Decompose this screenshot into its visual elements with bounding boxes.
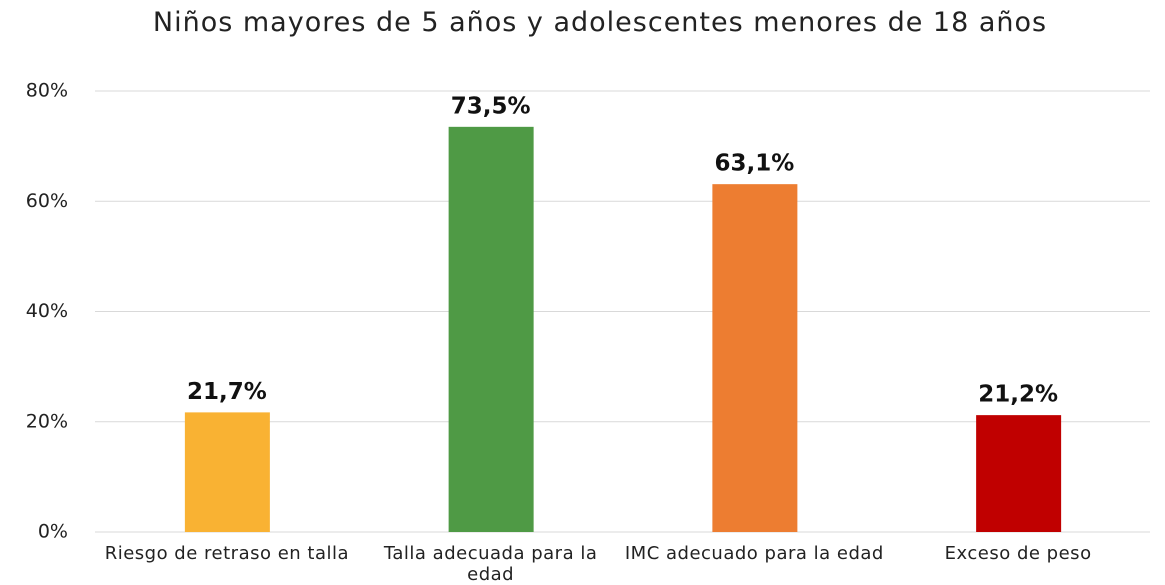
data-label: 21,2%: [978, 382, 1058, 408]
y-tick-label: 40%: [26, 300, 68, 322]
data-label: 73,5%: [451, 93, 531, 119]
data-label: 21,7%: [187, 379, 267, 405]
bar: [448, 126, 534, 533]
bar: [712, 184, 798, 532]
y-tick-label: 60%: [26, 190, 68, 212]
y-tick-label: 0%: [38, 521, 68, 543]
chart-title: Niños mayores de 5 años y adolescentes m…: [152, 7, 1048, 38]
x-tick-label: IMC adecuado para la edad: [624, 543, 884, 564]
data-label: 63,1%: [714, 151, 794, 177]
bar: [976, 415, 1062, 532]
x-tick-label: Riesgo de retraso en talla: [104, 543, 350, 564]
x-tick-label: Talla adecuada para la edad: [383, 543, 598, 585]
bar: [184, 412, 270, 532]
y-tick-label: 20%: [26, 410, 68, 432]
x-tick-label: Exceso de peso: [944, 543, 1092, 564]
y-tick-label: 80%: [26, 80, 68, 102]
